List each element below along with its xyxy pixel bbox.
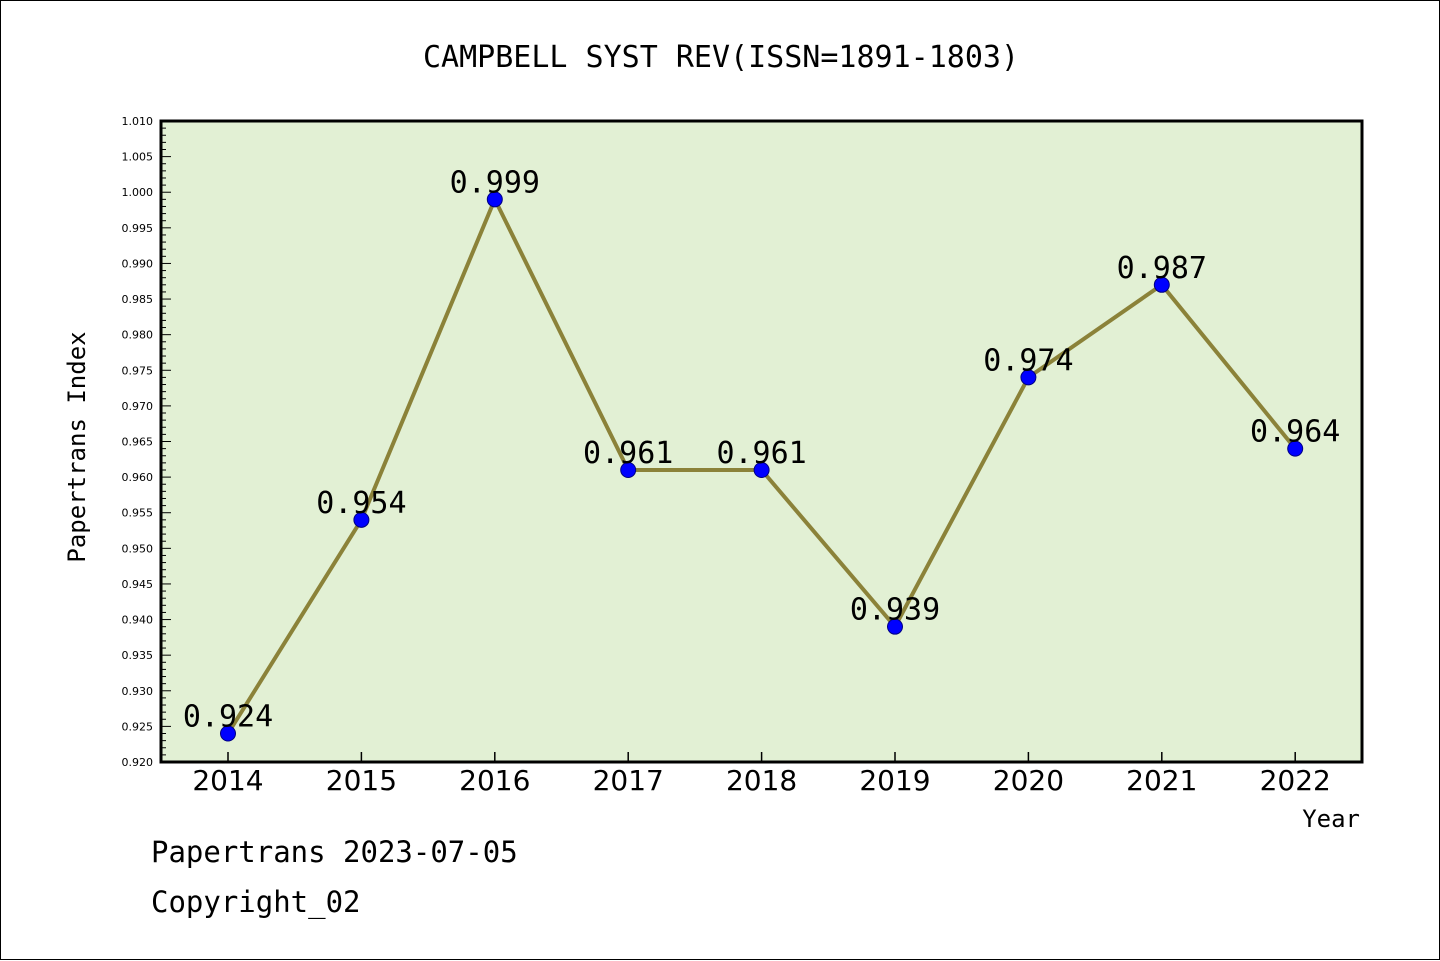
x-tick-label: 2021: [1126, 764, 1197, 797]
data-point-label: 0.954: [316, 486, 406, 521]
data-point-label: 0.974: [983, 343, 1073, 378]
data-point-marker: [620, 461, 637, 478]
x-tick-label: 2019: [859, 764, 930, 797]
x-tick-label: 2014: [192, 764, 263, 797]
data-point-label: 0.961: [716, 436, 806, 471]
y-tick-label: 0.935: [122, 649, 154, 662]
y-tick-label: 0.955: [122, 507, 154, 520]
x-tick-label: 2020: [993, 764, 1064, 797]
y-tick-label: 0.960: [122, 471, 154, 484]
y-tick-label: 0.950: [122, 542, 154, 555]
y-tick-label: 1.005: [122, 151, 154, 164]
data-point-label: 0.987: [1117, 251, 1207, 286]
chart-title: CAMPBELL SYST REV(ISSN=1891-1803): [423, 40, 1019, 75]
data-point-marker: [486, 191, 503, 208]
y-tick-label: 0.980: [122, 329, 154, 342]
data-point-marker: [1153, 276, 1170, 293]
footer-date-line: Papertrans 2023-07-05: [151, 835, 518, 869]
y-axis: 0.920 0.925 0.930 0.935 0.940 0.945 0.950 0.955…: [122, 115, 171, 769]
y-tick-label: 0.995: [122, 222, 154, 235]
x-tick-label: 2022: [1260, 764, 1331, 797]
y-tick-label: 0.985: [122, 293, 154, 306]
x-tick-label: 2017: [593, 764, 664, 797]
data-point-label: 0.999: [450, 165, 540, 200]
y-axis-label: Papertrans Index: [63, 331, 91, 562]
y-tick-label: 1.010: [122, 115, 154, 128]
x-tick-label: 2018: [726, 764, 797, 797]
y-tick-label: 1.000: [122, 186, 154, 199]
data-labels: 0.924 0.954 0.999 0.961 0.961 0.939 0.974 0.987…: [183, 165, 1341, 734]
x-tick-label: 2016: [459, 764, 530, 797]
y-tick-label: 0.970: [122, 400, 154, 413]
data-point-marker: [220, 725, 236, 742]
data-point-label: 0.924: [183, 700, 273, 735]
data-point-label: 0.939: [850, 593, 940, 628]
y-tick-label: 0.965: [122, 436, 154, 449]
data-point-marker: [1287, 440, 1304, 457]
x-axis: 2014 2015 2016 2017 2018 2019 2020 2021 2022: [192, 752, 1331, 797]
data-point-label: 0.961: [583, 436, 673, 471]
y-tick-label: 0.930: [122, 685, 154, 698]
plot-area: [161, 121, 1362, 762]
y-tick-label: 0.940: [122, 614, 154, 627]
y-tick-label: 0.920: [122, 756, 154, 769]
y-tick-label: 0.975: [122, 364, 154, 377]
y-tick-label: 0.925: [122, 720, 154, 733]
plot-border: [159, 119, 1364, 764]
data-markers: [220, 191, 1304, 742]
footer-copyright-line: Copyright_02: [151, 885, 361, 919]
data-point-marker: [753, 461, 770, 478]
data-point-marker: [887, 618, 903, 635]
y-tick-label: 0.990: [122, 257, 154, 270]
x-tick-label: 2015: [326, 764, 397, 797]
y-tick-label: 0.945: [122, 578, 154, 591]
x-axis-label: Year: [1302, 805, 1360, 833]
data-point-label: 0.964: [1250, 415, 1340, 450]
data-point-marker: [353, 511, 370, 528]
data-point-marker: [1020, 369, 1037, 386]
